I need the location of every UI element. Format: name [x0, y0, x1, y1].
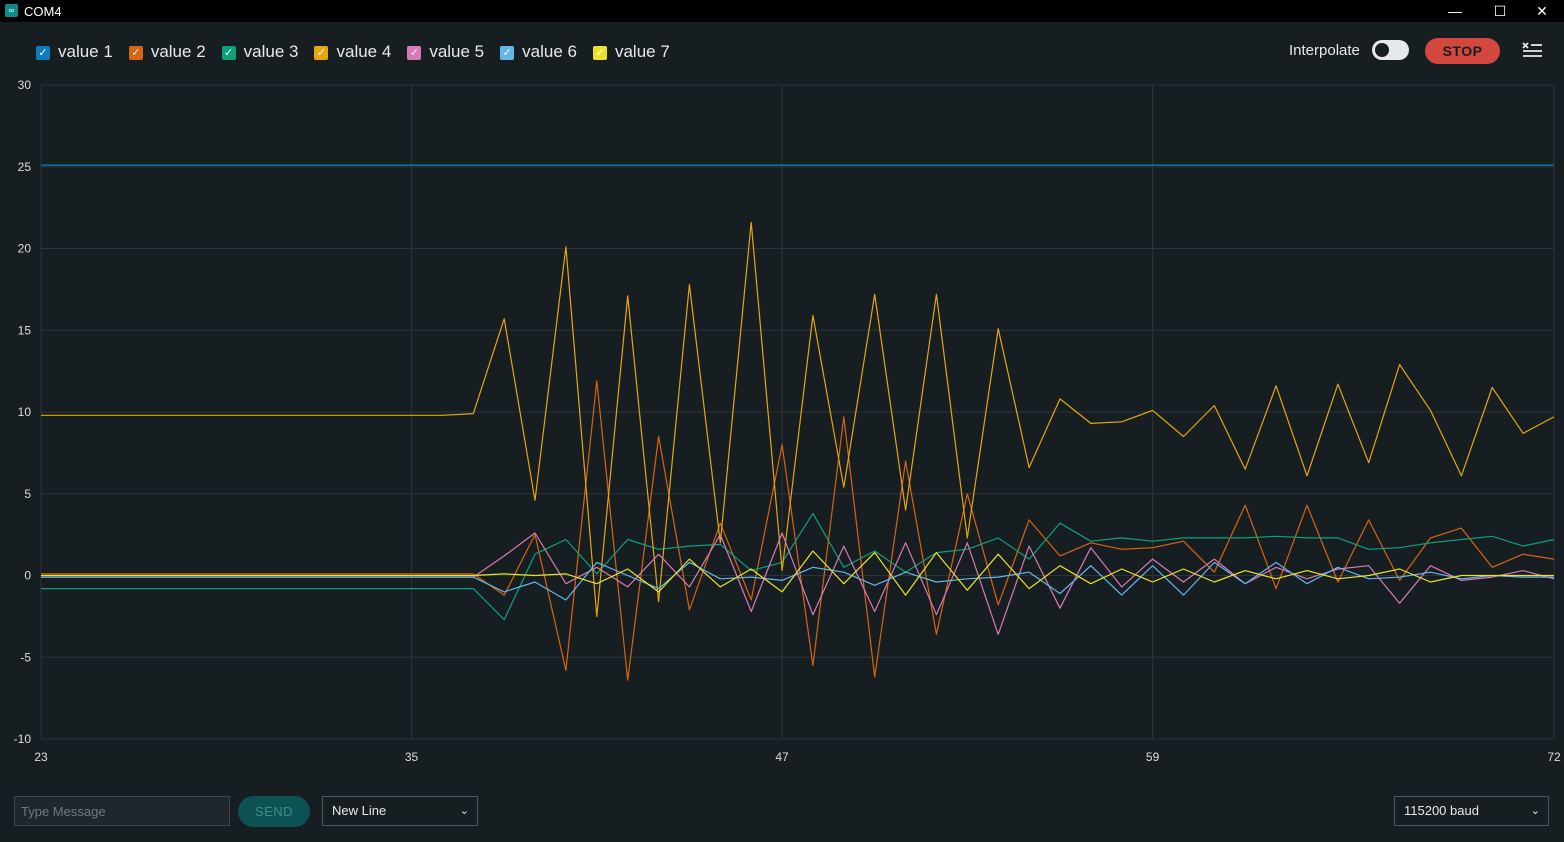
minimize-button[interactable]: — — [1448, 3, 1462, 19]
legend-checkbox[interactable]: ✓ — [592, 46, 607, 60]
stop-button[interactable]: STOP — [1425, 38, 1500, 64]
legend-label: value 2 — [150, 42, 206, 61]
chevron-down-icon: ⌄ — [1530, 805, 1540, 817]
legend-item-value-2[interactable]: ✓ value 2 — [128, 42, 206, 62]
y-tick-label: 20 — [18, 242, 32, 256]
close-button[interactable]: ✕ — [1536, 2, 1548, 19]
x-tick-label: 47 — [775, 750, 789, 764]
y-tick-label: 5 — [24, 487, 31, 501]
interpolate-toggle[interactable] — [1372, 40, 1409, 60]
message-input[interactable] — [14, 796, 230, 826]
y-tick-label: 10 — [18, 405, 32, 419]
line-ending-value: New Line — [332, 803, 387, 818]
line-ending-select[interactable]: New Line ⌄ — [322, 796, 478, 826]
baud-rate-select[interactable]: 115200 baud ⌄ — [1394, 796, 1549, 826]
legend-item-value-3[interactable]: ✓ value 3 — [221, 42, 299, 62]
y-tick-label: 0 — [24, 569, 31, 583]
series-line-value-6 — [41, 561, 1554, 601]
legend-item-value-6[interactable]: ✓ value 6 — [500, 42, 577, 62]
maximize-button[interactable]: ☐ — [1493, 2, 1507, 19]
legend-label: value 6 — [522, 42, 577, 61]
series-line-value-2 — [41, 380, 1555, 681]
series-line-value-5 — [41, 532, 1555, 636]
legend-checkbox[interactable]: ✓ — [221, 46, 236, 60]
legend: ✓ value 1 ✓ value 2 ✓ value 3 ✓ value 4 ✓ value 5… — [36, 40, 686, 64]
legend-checkbox[interactable]: ✓ — [407, 46, 422, 60]
legend-label: value 7 — [614, 42, 670, 61]
legend-label: value 1 — [58, 42, 113, 61]
legend-item-value-7[interactable]: ✓ value 7 — [592, 42, 670, 62]
x-tick-label: 23 — [34, 750, 48, 764]
legend-label: value 5 — [429, 42, 485, 61]
series-line-value-7 — [41, 550, 1554, 596]
x-tick-label: 72 — [1547, 750, 1561, 764]
interpolate-label: Interpolate — [1289, 42, 1360, 59]
legend-item-value-4[interactable]: ✓ value 4 — [314, 42, 391, 62]
baud-rate-value: 115200 baud — [1404, 803, 1479, 818]
y-tick-label: -10 — [14, 732, 32, 746]
y-tick-label: 25 — [18, 160, 32, 174]
clear-list-icon[interactable] — [1520, 40, 1544, 60]
legend-checkbox[interactable]: ✓ — [36, 46, 50, 60]
legend-label: value 4 — [336, 42, 392, 61]
y-tick-label: 15 — [18, 323, 32, 337]
legend-item-value-1[interactable]: ✓ value 1 — [36, 42, 113, 62]
y-tick-label: 30 — [18, 78, 32, 92]
title-bar: ∞ COM4 — ☐ ✕ — [0, 0, 1564, 22]
legend-item-value-5[interactable]: ✓ value 5 — [407, 42, 484, 62]
window-title: COM4 — [24, 4, 62, 19]
legend-checkbox[interactable]: ✓ — [128, 46, 143, 60]
chevron-down-icon: ⌄ — [459, 805, 469, 817]
legend-checkbox[interactable]: ✓ — [314, 46, 329, 60]
plot-area: -10 -5 0 5 10 15 20 25 30 23 35 47 59 72 — [14, 78, 1561, 764]
series-line-value-4 — [41, 221, 1555, 618]
toggle-knob — [1375, 43, 1389, 57]
send-button[interactable]: SEND — [238, 796, 310, 827]
legend-label: value 3 — [243, 42, 299, 61]
y-tick-label: -5 — [20, 650, 31, 664]
legend-checkbox[interactable]: ✓ — [500, 46, 515, 60]
series-line-value-3 — [41, 512, 1555, 621]
x-tick-label: 59 — [1146, 750, 1160, 764]
x-tick-label: 35 — [405, 750, 419, 764]
arduino-app-icon: ∞ — [5, 4, 18, 17]
